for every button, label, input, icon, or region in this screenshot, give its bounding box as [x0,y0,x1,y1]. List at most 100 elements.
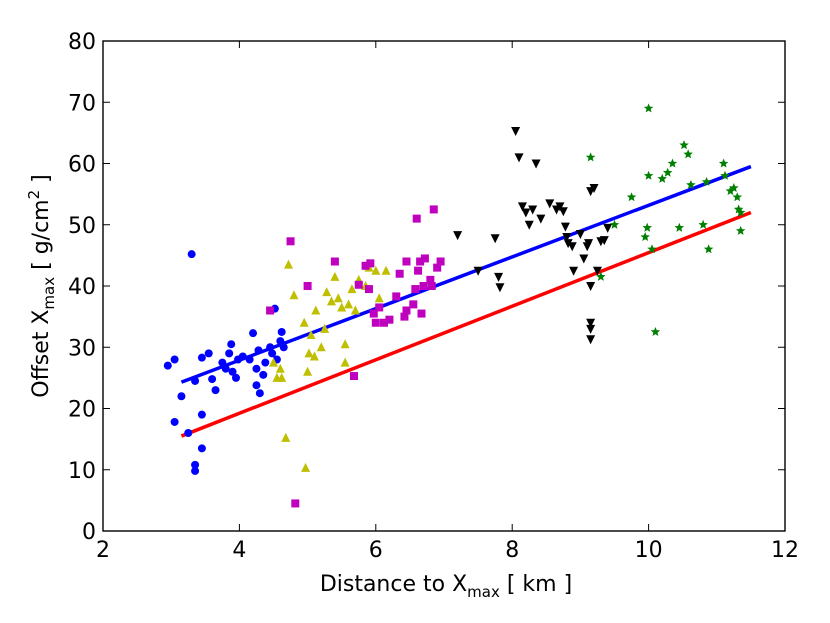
x-tick-label: 12 [771,538,799,563]
black-down-triangles-point [575,229,585,239]
magenta-squares-point [416,257,425,266]
y-tick-label: 80 [68,30,96,55]
black-down-triangles-point [453,231,463,241]
blue-fit-line [180,164,752,384]
black-down-triangles-point [521,208,531,218]
black-down-triangles-point [563,239,573,249]
magenta-squares-point [409,300,418,309]
blue-circles-point [170,417,179,426]
tick-labels: 2 4 6 8 10 12 0 10 20 30 40 50 60 70 80 [68,30,799,563]
black-down-triangles-point [531,159,541,169]
y-tick-label: 70 [68,91,96,116]
green-stars-point [720,170,730,180]
yellow-triangles-point [344,299,354,309]
green-stars-point [732,192,743,202]
blue-circles-point [261,358,270,367]
magenta-squares-point [402,306,411,315]
blue-circles-point [259,370,268,379]
blue-circles-point [245,355,254,364]
green-stars-point [642,222,652,232]
yellow-triangles-point [284,259,294,269]
green-stars-point [725,186,736,196]
green-stars-point [657,173,667,183]
blue-circles-point [227,340,236,349]
magenta-squares-point [392,292,401,301]
x-tick-label: 2 [96,538,110,563]
black-down-triangles-point [603,223,613,233]
black-down-triangles-point [569,266,579,276]
y-axis-title: Offset Xmax [ g/cm2 ] [25,174,58,397]
blue-circles-point [191,460,200,469]
green-stars-point [686,179,696,189]
yellow-triangles-point [340,357,350,367]
magenta-squares-point [427,282,436,290]
yellow-triangles-point [303,366,313,376]
magenta-squares-point [402,257,411,266]
black-down-triangles-point [586,318,596,328]
yellow-triangles-point [301,462,311,472]
blue-circles-point [276,337,285,346]
blue-circles-point [191,376,200,385]
blue-circles-point [277,327,286,336]
magenta-squares-point [411,285,420,294]
green-stars-point [701,176,712,186]
blue-circles-point [279,343,288,352]
yellow-triangles-point [289,290,299,300]
green-stars-point [596,271,606,281]
blue-circles-point [204,349,213,358]
x-tick-label: 6 [369,538,383,563]
magenta-squares-point [400,312,409,321]
yellow-triangles-point [347,284,357,294]
black-down-triangles-point [586,335,596,345]
magenta-squares-point [433,263,442,272]
y-tick-label: 30 [68,336,96,361]
blue-circles-point [221,364,230,373]
y-tick-label: 50 [68,214,96,239]
blue-circles-point [163,361,172,370]
magenta-squares-point [286,237,295,246]
magenta-squares-point [379,318,388,327]
green-stars-point [679,140,689,150]
black-down-triangles-point [490,234,500,244]
yellow-triangles-point [306,330,316,339]
yellow-triangles-point [322,287,332,297]
blue-circles-point [197,353,206,362]
black-down-triangles-point [494,272,504,282]
black-down-triangles-point [473,266,483,276]
blue-circles-point [170,355,179,364]
blue-circles-point [197,444,206,453]
blue-circles-point [255,389,264,398]
y-tick-label: 60 [68,153,96,178]
blue-circles-point [266,343,275,352]
green-stars-point [683,149,693,159]
black-down-triangles-point [586,282,596,291]
magenta-squares-point [395,269,404,278]
x-tick-label: 10 [635,538,663,563]
yellow-triangles-point [275,363,285,373]
black-down-triangles-point [584,239,594,249]
yellow-triangles-point [277,372,287,382]
blue-circles-point [252,381,261,390]
magenta-squares-point [429,205,438,214]
black-down-triangles-point [599,236,609,246]
green-stars-point [640,232,650,242]
blue-circles-point [208,375,217,384]
magenta-squares-point [417,309,426,318]
plot-frame [102,40,786,532]
black-down-triangles-point [536,214,546,224]
blue-circles-point [191,466,200,475]
yellow-triangles-point [326,296,336,306]
magenta-squares-point [375,303,384,312]
y-tick-label: 40 [68,275,96,300]
blue-circles-point [231,373,240,382]
yellow-triangles-point [330,271,340,281]
black-down-triangles-point [495,283,505,293]
blue-circles-point [177,392,186,401]
magenta-squares-point [366,259,375,268]
blue-circles-point [252,364,261,373]
black-down-triangles-point [545,199,555,209]
red-fit-line [180,210,752,438]
magenta-squares-point [349,372,358,381]
blue-circles-point [254,346,263,355]
